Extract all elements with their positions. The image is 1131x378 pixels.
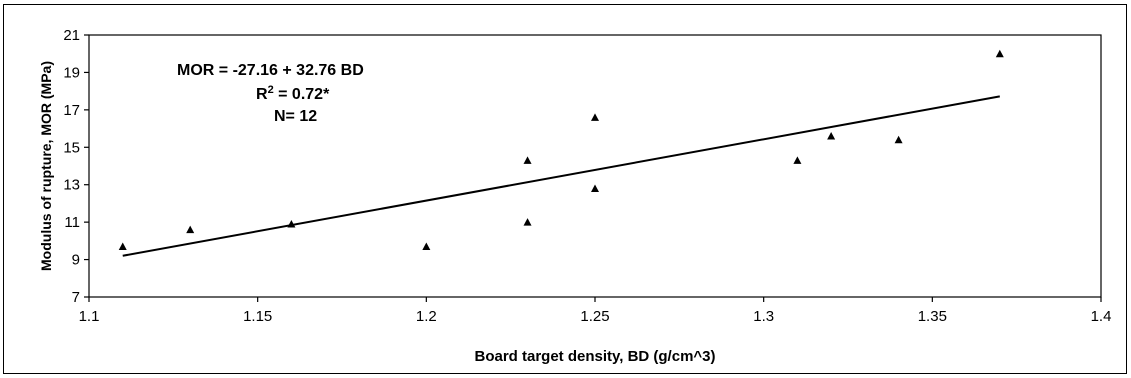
data-point-marker bbox=[523, 156, 532, 164]
chart-border bbox=[3, 4, 1127, 374]
y-axis: 7 9 11 13 15 17 19 21 bbox=[63, 27, 89, 306]
data-point-marker bbox=[591, 184, 599, 192]
y-tick-label: 7 bbox=[72, 289, 80, 306]
data-point-marker bbox=[591, 113, 599, 121]
y-axis-title: Modulus of rupture, MOR (MPa) bbox=[38, 61, 54, 271]
y-tick-label: 13 bbox=[63, 177, 80, 194]
data-point-marker bbox=[827, 132, 836, 140]
x-axis-title: Board target density, BD (g/cm^3) bbox=[474, 348, 715, 365]
x-tick-label: 1.3 bbox=[753, 308, 774, 325]
y-tick-label: 11 bbox=[64, 214, 80, 231]
x-tick-label: 1.35 bbox=[918, 308, 947, 325]
r-squared-label: R2 = 0.72* bbox=[256, 84, 330, 103]
data-point-marker bbox=[523, 218, 532, 226]
data-point-marker bbox=[186, 225, 195, 234]
y-tick-label: 17 bbox=[63, 102, 80, 119]
data-point-marker bbox=[894, 135, 903, 144]
y-tick-label: 9 bbox=[72, 252, 80, 269]
regression-equation: MOR = -27.16 + 32.76 BD bbox=[177, 62, 364, 79]
y-tick-label: 15 bbox=[63, 139, 80, 156]
data-point-marker bbox=[422, 242, 431, 250]
trendline bbox=[122, 95, 1000, 257]
x-tick-label: 1.4 bbox=[1091, 308, 1112, 325]
y-tick-label: 19 bbox=[63, 64, 80, 81]
data-point-marker bbox=[995, 49, 1004, 58]
x-tick-label: 1.15 bbox=[243, 308, 272, 325]
data-point-marker bbox=[287, 220, 296, 228]
y-tick-label: 21 bbox=[63, 27, 80, 44]
data-point-marker bbox=[118, 242, 127, 250]
x-tick-label: 1.2 bbox=[416, 308, 437, 325]
x-tick-label: 1.1 bbox=[79, 308, 100, 325]
data-point-marker bbox=[793, 156, 802, 164]
x-axis: 1.1 1.15 1.2 1.25 1.3 1.35 1.4 bbox=[79, 297, 1112, 325]
data-points bbox=[118, 49, 1004, 250]
x-tick-label: 1.25 bbox=[580, 308, 609, 325]
sample-size-label: N= 12 bbox=[274, 108, 317, 125]
